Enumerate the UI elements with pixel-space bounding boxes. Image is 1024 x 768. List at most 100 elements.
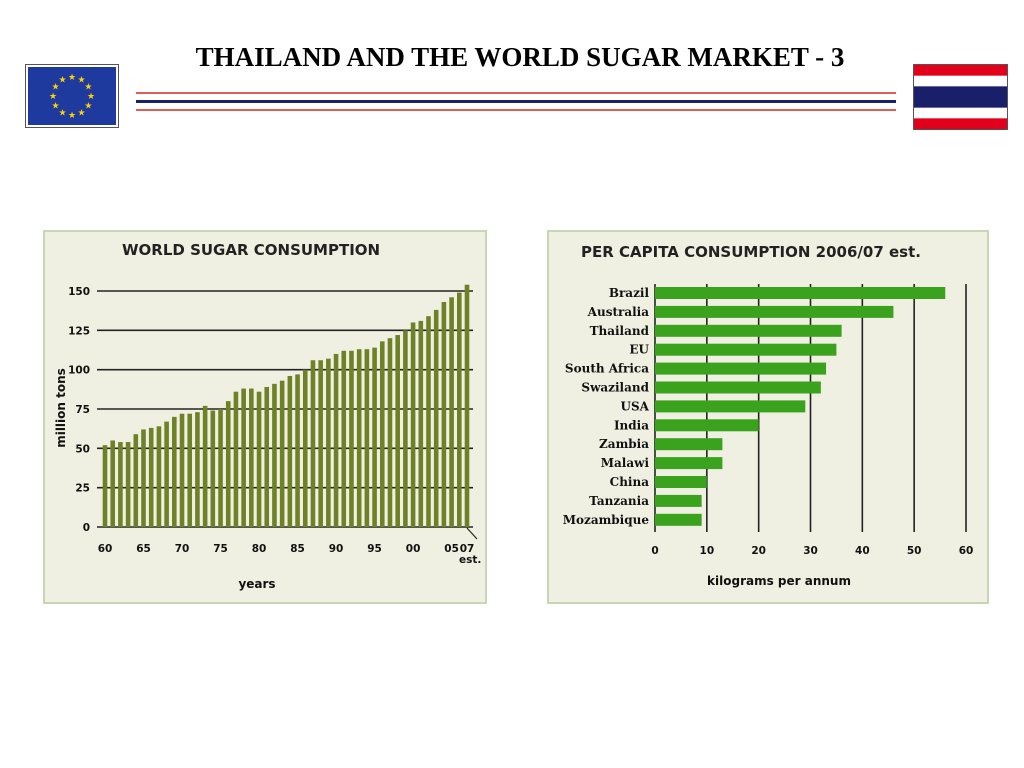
bar: [655, 343, 837, 356]
header-rule-lines: [136, 92, 896, 111]
bar: [655, 438, 723, 451]
per-capita-consumption-chart: PER CAPITA CONSUMPTION 2006/07 est. Braz…: [547, 230, 989, 604]
bar: [341, 350, 347, 527]
bar: [655, 381, 821, 394]
y-tick-label: 100: [68, 365, 90, 377]
bar: [349, 350, 354, 527]
bar: [333, 353, 339, 527]
eu-star-icon: ★: [84, 82, 92, 92]
category-label: Mozambique: [563, 513, 650, 527]
eu-star-icon: ★: [58, 107, 66, 117]
bar: [118, 442, 123, 527]
eu-star-icon: ★: [77, 107, 85, 117]
bar: [403, 330, 408, 527]
chart-title: WORLD SUGAR CONSUMPTION: [122, 241, 380, 259]
bar: [456, 292, 462, 527]
y-axis-label: million tons: [54, 368, 68, 448]
bar: [164, 421, 169, 527]
x-tick-label: 0: [651, 545, 658, 557]
x-tick-label: 95: [367, 543, 382, 555]
bar: [133, 434, 139, 527]
bar: [195, 412, 200, 527]
bar: [379, 341, 385, 527]
bar: [395, 335, 400, 527]
bar: [125, 442, 131, 527]
category-label: Malawi: [601, 456, 650, 470]
category-label: Zambia: [599, 437, 649, 451]
bar: [249, 388, 254, 527]
bar: [655, 324, 842, 337]
bar: [302, 369, 308, 527]
bar: [426, 316, 431, 527]
category-label: South Africa: [565, 362, 649, 376]
x-tick-label: 20: [751, 545, 766, 557]
x-tick-label: 50: [907, 545, 922, 557]
bar: [264, 386, 270, 527]
y-tick-label: 75: [75, 404, 90, 416]
x-axis-label: years: [238, 577, 275, 591]
bar: [141, 429, 146, 527]
axis-break-mark: [466, 527, 478, 540]
eu-star-icon: ★: [58, 75, 66, 85]
bar: [441, 302, 447, 527]
bar: [655, 305, 894, 318]
x-tick-label: 10: [700, 545, 715, 557]
bar: [295, 374, 300, 527]
bar: [655, 476, 707, 488]
bar: [279, 380, 285, 527]
x-tick-label: 60: [98, 543, 113, 555]
x-tick-label: 00: [406, 543, 421, 555]
bar: [655, 400, 806, 413]
bar: [241, 388, 246, 527]
category-label: Tanzania: [589, 494, 649, 508]
bar: [433, 309, 439, 527]
bar: [655, 457, 723, 470]
x-tick-label: 05: [444, 543, 459, 555]
bar: [364, 349, 370, 527]
bar: [172, 416, 177, 527]
eu-star-icon: ★: [68, 72, 76, 82]
bar: [356, 349, 362, 527]
x-tick-label: 30: [803, 545, 818, 557]
bar: [655, 419, 759, 432]
bar: [318, 360, 323, 527]
bar: [287, 375, 293, 527]
bar: [210, 410, 216, 527]
eu-star-icon: ★: [52, 82, 60, 92]
category-label: Thailand: [590, 324, 650, 338]
x-tick-label: 70: [175, 543, 190, 555]
y-tick-label: 25: [75, 483, 90, 495]
x-tick-label: 60: [959, 545, 974, 557]
bar: [110, 440, 116, 527]
bar: [202, 405, 208, 527]
y-tick-label: 150: [68, 286, 90, 298]
category-label: China: [610, 475, 650, 489]
bar: [655, 362, 827, 375]
x-tick-label: 40: [855, 545, 870, 557]
y-tick-label: 50: [75, 443, 90, 455]
eu-flag-icon: ★ ★ ★ ★ ★ ★ ★ ★ ★ ★ ★ ★: [25, 64, 119, 128]
x-tick-label: 65: [136, 543, 151, 555]
bar: [179, 413, 185, 527]
category-label: USA: [621, 399, 650, 413]
bar: [418, 320, 424, 527]
eu-star-icon: ★: [52, 101, 60, 111]
bar: [256, 391, 262, 527]
eu-star-icon: ★: [87, 91, 95, 101]
x-tick-label: 07: [460, 543, 475, 555]
y-tick-label: 125: [68, 325, 90, 337]
slide-title: THAILAND AND THE WORLD SUGAR MARKET - 3: [195, 42, 845, 72]
bar: [310, 360, 316, 527]
category-label: Australia: [587, 305, 650, 319]
bar: [225, 401, 231, 527]
bar: [102, 445, 108, 527]
category-label: EU: [629, 343, 649, 357]
eu-star-icon: ★: [49, 91, 57, 101]
category-label: Brazil: [609, 286, 650, 300]
x-tick-label: 90: [329, 543, 344, 555]
world-sugar-consumption-svg: WORLD SUGAR CONSUMPTION 0 25 50 75 100 125 150…: [54, 241, 481, 591]
bar: [233, 391, 239, 527]
eu-star-icon: ★: [68, 110, 76, 120]
bar: [387, 338, 393, 527]
bar: [464, 284, 470, 527]
